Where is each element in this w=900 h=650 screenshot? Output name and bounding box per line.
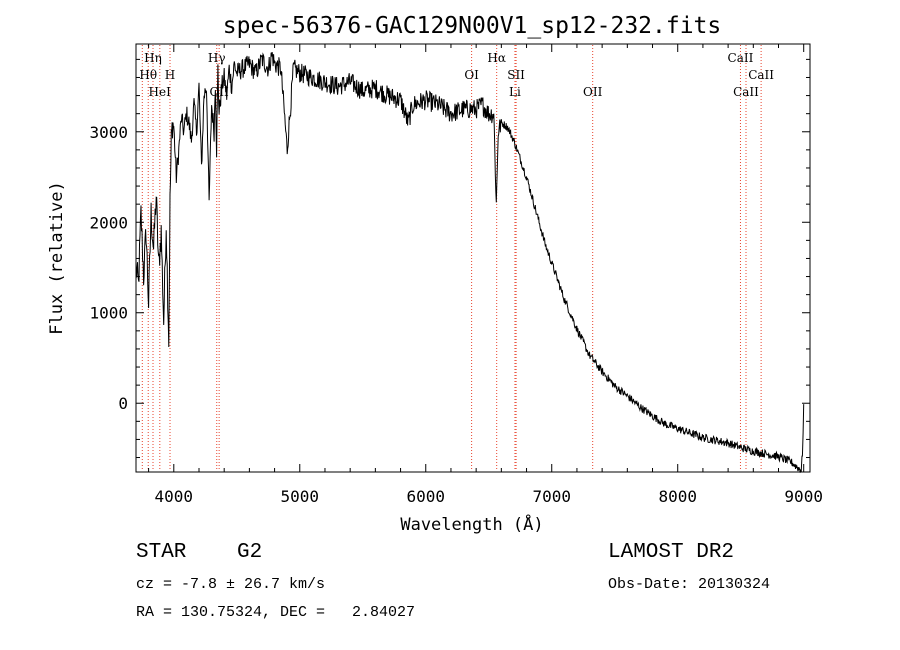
survey-label: LAMOST DR2	[608, 541, 735, 564]
y-tick-label: 1000	[89, 304, 128, 323]
coordinates-label: RA = 130.75324, DEC = 2.84027	[136, 604, 416, 621]
spectral-line-markers	[141, 45, 762, 471]
x-tick-label: 9000	[784, 487, 823, 506]
spectral-line-labels: Hη Hθ H HeI Hγ OII Hα OI SII Li OII CaII CaII CaII	[139, 51, 774, 99]
spectral-line-label: CaII	[748, 68, 774, 82]
spectral-line-label: OII	[583, 85, 603, 99]
spectral-line-label: OII	[209, 85, 229, 99]
x-tick-label: 6000	[406, 487, 445, 506]
y-tick-label: 3000	[89, 123, 128, 142]
y-tick-label: 0	[118, 394, 128, 413]
object-type-label: STAR	[136, 541, 187, 564]
obs-date-label: Obs-Date: 20130324	[608, 576, 771, 593]
spectral-line-label: CaII	[733, 85, 759, 99]
spectral-line-label: H	[165, 68, 175, 82]
subclass-label: G2	[237, 541, 263, 564]
spectral-line-label: Hα	[487, 51, 506, 65]
chart-title: spec-56376-GAC129N00V1_sp12-232.fits	[223, 13, 722, 39]
spectral-line-label: HeI	[149, 85, 172, 99]
spectral-line-label: SII	[507, 68, 525, 82]
spectral-line-label: Hη	[144, 51, 162, 65]
x-tick-label: 4000	[155, 487, 194, 506]
y-tick-label: 2000	[89, 213, 128, 232]
spectral-line-label: Hγ	[208, 51, 226, 65]
spectral-line-label: OI	[464, 68, 479, 82]
spectral-line-label: Hθ	[139, 68, 157, 82]
spectral-line-label: CaII	[728, 51, 754, 65]
x-tick-label: 7000	[532, 487, 571, 506]
spectrum-series	[135, 52, 805, 473]
x-axis-label: Wavelength (Å)	[400, 513, 543, 535]
y-axis-label: Flux (relative)	[47, 181, 67, 335]
spectral-line-label: Li	[509, 85, 521, 99]
spectrum-line	[135, 52, 805, 473]
redshift-label: cz = -7.8 ± 26.7 km/s	[136, 576, 326, 593]
axis-ticks: 4000 5000 6000 7000 8000 9000 0 1000 2000 3000	[89, 44, 823, 506]
x-tick-label: 8000	[658, 487, 697, 506]
x-tick-label: 5000	[281, 487, 320, 506]
